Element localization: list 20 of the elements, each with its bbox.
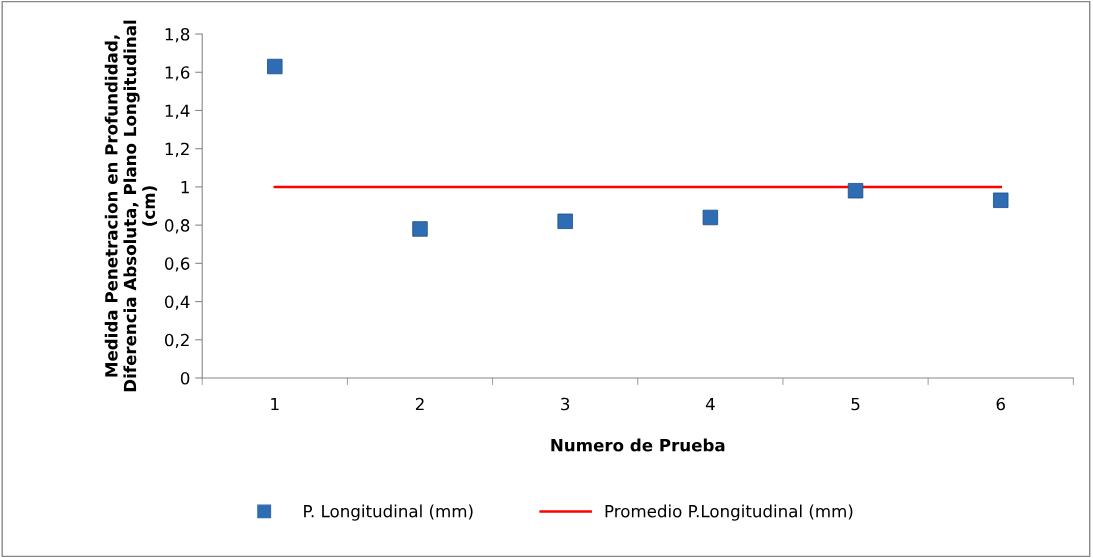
x-tick-label: 5 bbox=[851, 397, 860, 411]
y-tick-label: 1,4 bbox=[165, 104, 190, 119]
y-tick-label: 0,8 bbox=[164, 219, 190, 234]
legend-label: Promedio P.Longitudinal (mm) bbox=[605, 504, 853, 521]
x-tick-label: 2 bbox=[415, 397, 424, 411]
y-axis-title: Medida Penetracion en Profundidad, Diferencia Absoluta, Plano Longitudinal (cm) bbox=[104, 20, 158, 392]
x-tick-label: 4 bbox=[705, 397, 715, 411]
legend-label: P. Longitudinal (mm) bbox=[304, 504, 473, 521]
x-tick-label: 6 bbox=[996, 397, 1005, 411]
y-tick-label: 1,8 bbox=[165, 28, 190, 43]
y-tick-label: 1,6 bbox=[165, 66, 190, 81]
y-tick-label: 1 bbox=[181, 181, 189, 194]
x-tick-label: 1 bbox=[271, 397, 279, 411]
x-tick-label: 3 bbox=[561, 397, 570, 411]
y-tick-label: 0,6 bbox=[164, 257, 190, 272]
y-tick-label: 0 bbox=[180, 371, 190, 385]
y-tick-label: 0,2 bbox=[164, 333, 189, 349]
y-tick-label: 1,2 bbox=[165, 142, 189, 157]
y-tick-label: 0,4 bbox=[164, 295, 190, 310]
x-axis-title: Numero de Prueba bbox=[551, 438, 725, 452]
